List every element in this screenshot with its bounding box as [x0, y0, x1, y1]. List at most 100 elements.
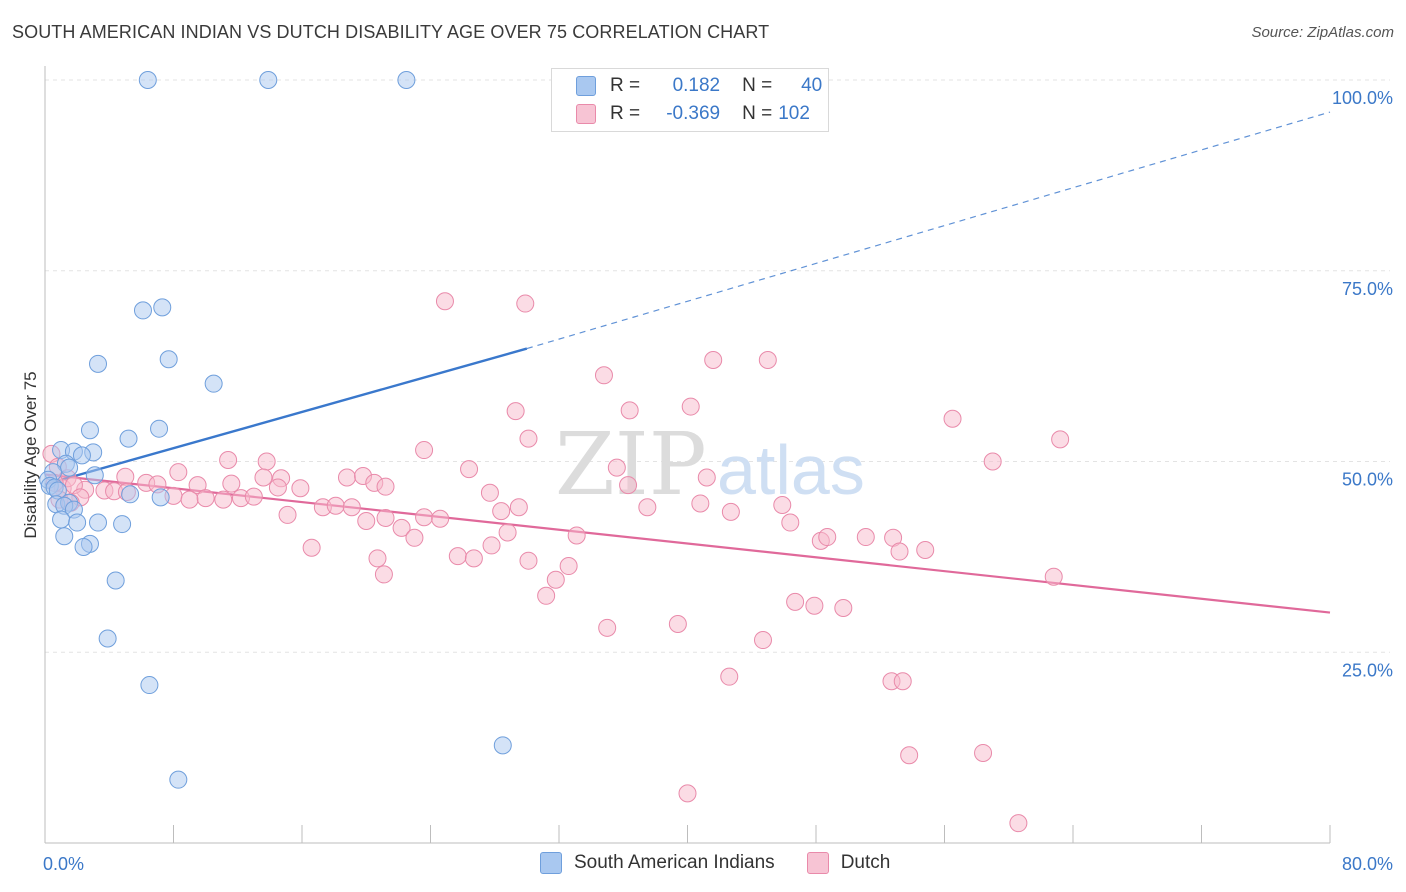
dutch-point: [219, 450, 238, 469]
dutch-point: [638, 498, 657, 517]
dutch-point: [900, 746, 919, 765]
dutch-point: [482, 536, 501, 555]
dutch-point: [392, 518, 411, 537]
dutch-point: [498, 523, 517, 542]
dutch-point: [598, 618, 617, 637]
x-tick-label: 80.0%: [1342, 854, 1393, 874]
pink-swatch: [576, 104, 596, 124]
dutch-point: [222, 474, 241, 493]
dutch-point: [302, 538, 321, 557]
dutch-point: [681, 397, 700, 416]
south-american-indian-point: [106, 571, 125, 590]
dutch-point: [257, 452, 276, 471]
dutch-point: [196, 489, 215, 508]
dutch-point: [721, 502, 740, 521]
dutch-point: [506, 402, 525, 421]
south-american-indian-point: [259, 71, 278, 89]
dutch-point: [415, 508, 434, 527]
correlation-legend: R = 0.182 N = 40 R = -0.369 N = 102: [551, 68, 829, 132]
south-american-indian-point: [204, 374, 223, 393]
x-tick-label: 0.0%: [43, 854, 84, 874]
south-american-indian-trend-extension: [526, 111, 1331, 350]
legend-r-value: -0.369: [666, 103, 721, 124]
dutch-point: [116, 467, 135, 486]
blue-swatch: [540, 852, 562, 874]
legend-n-label: N =: [742, 103, 773, 124]
dutch-point: [678, 784, 697, 803]
tick-labels: 100.0% 75.0% 50.0% 25.0% 0.0% 80.0%: [43, 88, 1393, 874]
dutch-point: [519, 429, 538, 448]
dutch-point: [619, 476, 638, 495]
dutch-point: [607, 458, 626, 477]
south-american-indian-point: [133, 301, 152, 320]
south-american-indian-point: [52, 510, 71, 529]
dutch-point: [480, 483, 499, 502]
series-legend: South American Indians Dutch: [540, 852, 922, 874]
dutch-point: [169, 463, 188, 482]
south-american-indian-point: [151, 488, 170, 507]
dutch-point: [668, 615, 687, 634]
dutch-points: [42, 292, 1070, 833]
dutch-point: [326, 496, 345, 515]
south-american-indian-point: [493, 736, 512, 755]
dutch-point: [415, 441, 434, 460]
legend-n-label: N =: [742, 75, 773, 96]
dutch-point: [983, 452, 1002, 471]
dutch-point: [357, 512, 376, 531]
chart-title: SOUTH AMERICAN INDIAN VS DUTCH DISABILIT…: [12, 22, 770, 42]
legend-n-value: 40: [801, 75, 823, 96]
dutch-point: [464, 549, 483, 568]
south-american-indian-point: [89, 354, 108, 373]
south-american-indian-point: [140, 676, 159, 695]
south-american-indian-point: [55, 527, 74, 546]
dutch-point: [278, 505, 297, 524]
dutch-point: [509, 498, 528, 517]
legend-label: Dutch: [840, 852, 891, 873]
y-tick-label: 75.0%: [1342, 279, 1393, 299]
dutch-point: [773, 495, 792, 514]
dutch-point: [893, 672, 912, 691]
dutch-point: [559, 557, 578, 576]
dutch-point: [943, 409, 962, 428]
watermark: ZIP atlas: [555, 415, 865, 515]
pink-swatch: [806, 852, 829, 874]
south-american-indian-point: [72, 446, 91, 465]
dutch-point: [786, 592, 805, 611]
dutch-point: [818, 528, 837, 547]
south-american-indian-point: [150, 419, 169, 438]
dutch-point: [291, 479, 310, 498]
dutch-point: [342, 498, 361, 517]
dutch-point: [376, 477, 395, 496]
dutch-point: [974, 743, 993, 762]
dutch-point: [758, 351, 777, 370]
south-american-indian-point: [159, 350, 178, 369]
dutch-point: [337, 468, 356, 487]
y-tick-label: 25.0%: [1342, 660, 1393, 680]
south-american-indian-point: [397, 71, 416, 89]
south-american-indian-point: [74, 537, 93, 556]
legend-row-pink: R = -0.369 N = 102: [576, 102, 814, 126]
dutch-point: [594, 366, 613, 385]
south-american-indian-point: [68, 513, 87, 532]
dutch-point: [890, 542, 909, 561]
dutch-point: [435, 292, 454, 311]
dutch-point: [856, 528, 875, 547]
dutch-point: [834, 598, 853, 617]
dutch-point: [805, 596, 824, 615]
dutch-point: [697, 468, 716, 487]
south-american-indian-point: [98, 629, 117, 648]
dutch-point: [254, 468, 273, 487]
dutch-point: [492, 502, 511, 521]
south-american-indian-point: [85, 466, 104, 485]
dutch-point: [448, 547, 467, 566]
legend-r-label: R =: [610, 103, 641, 124]
south-american-indian-point: [60, 458, 79, 477]
dutch-point: [268, 478, 287, 497]
south-american-indian-point: [113, 515, 132, 534]
y-axis-label: Disability Age Over 75: [21, 371, 40, 538]
south-american-indian-points: [39, 71, 512, 789]
dutch-point: [431, 509, 450, 528]
dutch-point: [180, 490, 199, 509]
dutch-point: [368, 549, 387, 568]
